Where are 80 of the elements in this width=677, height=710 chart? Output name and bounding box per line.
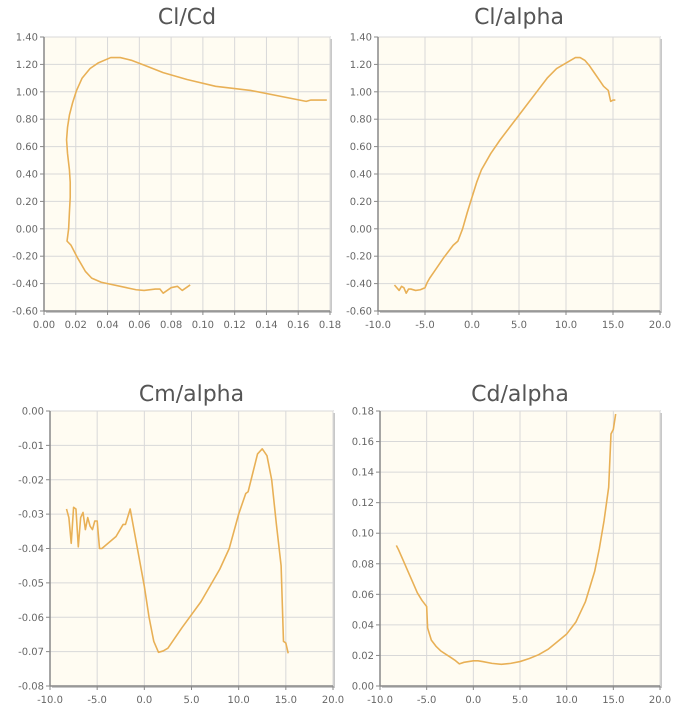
y-tick-label: 0.12 bbox=[352, 498, 374, 510]
y-tick-label: 1.40 bbox=[16, 32, 38, 44]
y-tick-label: 0.40 bbox=[16, 170, 38, 180]
x-tick-label: -5.0 bbox=[87, 695, 107, 706]
y-tick-label: 0.18 bbox=[352, 406, 374, 418]
chart-title: Cl/alpha bbox=[474, 5, 564, 30]
y-tick-label: 0.20 bbox=[16, 196, 38, 208]
x-tick-label: 0.02 bbox=[64, 320, 87, 331]
y-tick-label: 1.00 bbox=[16, 87, 38, 98]
y-tick-label: -0.03 bbox=[18, 510, 44, 521]
x-tick-label: -10.0 bbox=[365, 320, 391, 331]
y-tick-label: 0.02 bbox=[352, 650, 374, 662]
y-tick-label: -0.07 bbox=[18, 647, 44, 658]
line-series bbox=[394, 56, 616, 294]
y-tick-label: 0.80 bbox=[350, 114, 372, 126]
x-tick-label: 0.12 bbox=[224, 320, 246, 331]
y-tick-label: 0.16 bbox=[352, 437, 374, 448]
x-tick-label: 10.0 bbox=[554, 320, 578, 331]
y-tick-label: 0.04 bbox=[352, 620, 374, 632]
y-tick-label: 1.20 bbox=[16, 60, 38, 71]
y-tick-label: 0.20 bbox=[350, 196, 372, 208]
x-tick-label: 0.06 bbox=[128, 320, 150, 331]
chart-title: Cm/alpha bbox=[138, 382, 244, 407]
x-tick-label: 5.0 bbox=[511, 320, 527, 331]
y-tick-label: -0.60 bbox=[346, 306, 372, 318]
y-tick-label: -0.08 bbox=[18, 682, 44, 692]
x-tick-label: 15.0 bbox=[602, 695, 624, 706]
y-tick-label: 0.14 bbox=[352, 468, 374, 479]
x-tick-label: 0.00 bbox=[32, 320, 56, 331]
x-tick-label: 0.0 bbox=[136, 695, 152, 706]
x-tick-label: 0.18 bbox=[318, 320, 342, 331]
y-tick-label: 1.00 bbox=[350, 87, 372, 98]
y-tick-label: 0.00 bbox=[16, 224, 38, 236]
y-tick-label: -0.04 bbox=[18, 544, 44, 555]
chart-title: Cl/Cd bbox=[158, 5, 216, 30]
x-tick-label: 15.0 bbox=[602, 320, 624, 331]
y-tick-label: -0.20 bbox=[12, 252, 38, 263]
y-tick-label: 1.20 bbox=[350, 60, 372, 71]
x-tick-label: 0.04 bbox=[96, 320, 119, 331]
y-tick-label: 0.00 bbox=[350, 224, 372, 236]
y-tick-label: -0.06 bbox=[18, 612, 44, 624]
x-tick-label: 0.08 bbox=[160, 320, 182, 331]
x-tick-label: 10.0 bbox=[556, 695, 578, 706]
x-tick-label: 0.16 bbox=[287, 320, 310, 331]
y-tick-label: 1.40 bbox=[350, 32, 372, 44]
y-tick-label: -0.05 bbox=[18, 578, 44, 590]
x-tick-label: 0.14 bbox=[255, 320, 278, 331]
x-tick-label: 0.0 bbox=[465, 695, 482, 706]
y-tick-label: -0.60 bbox=[12, 306, 38, 318]
line-series bbox=[66, 448, 289, 654]
y-tick-label: 0.08 bbox=[352, 559, 374, 570]
x-tick-label: 10.0 bbox=[228, 695, 250, 706]
x-tick-label: 20.0 bbox=[648, 695, 672, 706]
y-tick-label: 0.00 bbox=[352, 682, 374, 692]
y-tick-label: 0.06 bbox=[352, 590, 374, 601]
y-tick-label: -0.40 bbox=[12, 279, 38, 290]
y-tick-label: 0.60 bbox=[16, 142, 38, 154]
x-tick-label: 5.0 bbox=[184, 695, 200, 706]
y-tick-label: -0.40 bbox=[346, 279, 372, 290]
x-tick-label: 15.0 bbox=[274, 695, 297, 706]
x-tick-label: -5.0 bbox=[415, 320, 435, 331]
y-tick-label: 0.40 bbox=[350, 170, 372, 180]
x-tick-label: -10.0 bbox=[37, 695, 63, 706]
y-tick-label: 0.80 bbox=[16, 114, 38, 126]
y-tick-label: -0.02 bbox=[18, 475, 44, 486]
x-tick-label: 5.0 bbox=[512, 695, 528, 706]
chart-title: Cd/alpha bbox=[471, 382, 569, 407]
x-tick-label: 20.0 bbox=[648, 320, 672, 331]
y-tick-label: -0.20 bbox=[346, 252, 372, 263]
line-series bbox=[396, 413, 616, 666]
x-tick-label: -10.0 bbox=[367, 695, 393, 706]
y-tick-label: 0.10 bbox=[352, 528, 374, 540]
y-tick-label: -0.01 bbox=[18, 440, 44, 452]
y-tick-label: 0.00 bbox=[22, 406, 44, 418]
x-tick-label: 0.0 bbox=[464, 320, 480, 331]
line-series bbox=[66, 56, 328, 294]
x-tick-label: -5.0 bbox=[416, 695, 436, 706]
x-tick-label: 0.10 bbox=[192, 320, 214, 331]
y-tick-label: 0.60 bbox=[350, 142, 372, 154]
x-tick-label: 20.0 bbox=[322, 695, 344, 706]
